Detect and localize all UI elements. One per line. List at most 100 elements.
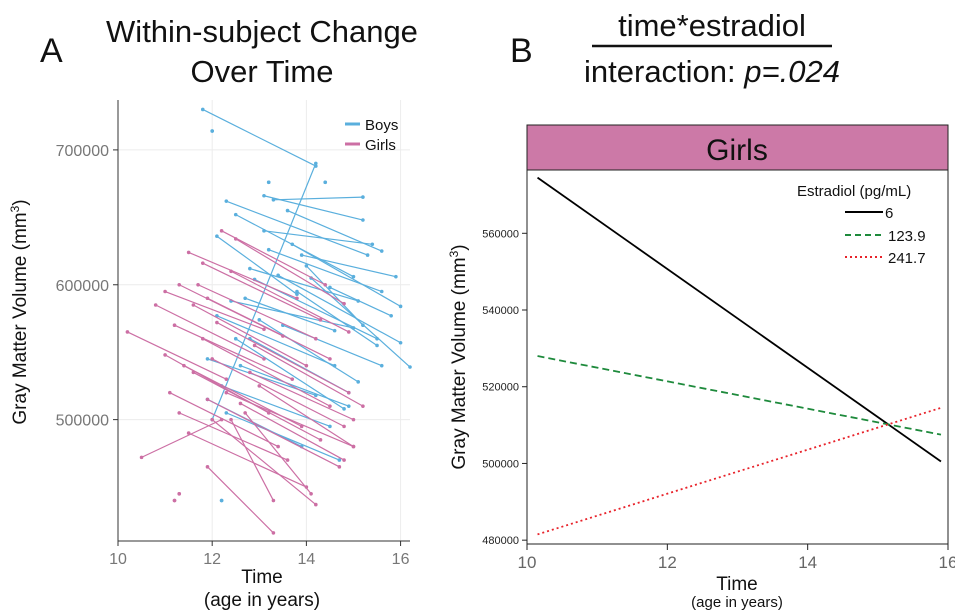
point-girls — [163, 289, 167, 294]
point-girls — [290, 377, 295, 381]
panel-a-title-line1: Within-subject Change — [106, 14, 418, 49]
point-girls — [252, 343, 257, 348]
segment-boys — [282, 324, 382, 367]
point-girls — [248, 370, 252, 375]
segment-girls — [230, 419, 274, 501]
legend-title: Estradiol (pg/mL) — [797, 183, 911, 200]
point-girls — [177, 411, 182, 415]
segment-girls — [127, 331, 227, 380]
line-estradiol-123-9 — [537, 355, 942, 436]
point-girls — [205, 296, 210, 301]
panel-b-plot-area — [526, 169, 949, 545]
segment-girls — [211, 419, 317, 506]
point-boys — [361, 195, 365, 199]
segment-boys — [277, 274, 401, 344]
segment-boys — [258, 319, 359, 383]
legend-e241-label: 241.7 — [888, 250, 926, 267]
point-girls — [304, 363, 309, 368]
panel-b-xtick-label: 12 — [658, 553, 677, 572]
point-girls — [215, 320, 219, 325]
point-girls — [182, 363, 186, 368]
panel-a-plot-area — [118, 100, 410, 540]
panel-b-xlabel-line1: Time — [716, 574, 758, 595]
point-girls — [191, 370, 196, 375]
point-boys — [346, 404, 351, 408]
point-girls — [271, 531, 276, 535]
point-girls — [210, 417, 214, 422]
segment-boys — [240, 365, 349, 407]
panel-b-ytick-label: 560000 — [482, 228, 519, 240]
point-boys — [370, 242, 375, 247]
segment-girls — [216, 321, 350, 394]
panel-a-xtick-label: 14 — [297, 551, 315, 568]
point-boys — [238, 363, 243, 368]
point-girls — [205, 465, 210, 469]
segment-girls — [244, 412, 312, 495]
panel-b-xtick-label: 14 — [798, 553, 817, 572]
point-boys — [337, 458, 342, 462]
point-girls — [342, 301, 346, 306]
point-girls — [205, 397, 210, 402]
point-boys — [398, 340, 403, 345]
point-girls — [186, 250, 191, 255]
segment-girls — [188, 432, 307, 488]
point-boys — [262, 193, 266, 198]
point-boys — [375, 343, 379, 348]
segment-girls — [226, 392, 354, 448]
point-boys — [219, 498, 224, 503]
segment-boys — [226, 200, 368, 256]
segment-girls — [188, 251, 298, 299]
point-girls — [337, 465, 342, 469]
point-girls — [346, 390, 351, 395]
segment-boys — [244, 297, 335, 332]
legend-girls-label: Girls — [365, 137, 396, 154]
point-girls — [229, 417, 233, 422]
point-boys — [224, 411, 229, 415]
point-boys — [342, 407, 346, 411]
point-girls — [262, 327, 266, 332]
segment-boys — [273, 196, 363, 201]
point-boys — [243, 296, 247, 301]
legend-e123-label: 123.9 — [888, 228, 926, 245]
point-girls — [342, 458, 346, 462]
point-boys — [351, 274, 356, 279]
point-girls — [168, 390, 172, 395]
point-girls — [196, 282, 200, 287]
panel-a-ytick-label: 500000 — [56, 413, 109, 430]
point-boys — [365, 253, 370, 257]
point-girls — [229, 269, 233, 274]
segment-girls — [197, 284, 317, 340]
panel-b-ylabel: Gray Matter Volume (mm3) — [447, 244, 470, 469]
point-girls — [314, 336, 318, 341]
point-boys — [361, 218, 365, 222]
point-boys — [205, 357, 210, 361]
panel-b-letter: B — [510, 32, 533, 70]
segment-girls — [164, 290, 265, 330]
point-boys — [276, 273, 280, 278]
panel-a-xtick-label: 10 — [109, 551, 127, 568]
point-boys — [379, 363, 384, 368]
point-girls — [238, 401, 243, 406]
panel-b-xtick-label: 16 — [939, 553, 955, 572]
panel-b-ytick-label: 520000 — [482, 382, 519, 394]
point-boys — [266, 180, 271, 185]
panel-b-title-line2: interaction: p=.024 — [584, 54, 840, 89]
point-girls — [318, 318, 323, 322]
point-girls — [257, 384, 262, 388]
point-boys — [233, 212, 238, 217]
panel-a-ticks: 10 12 14 16 500000 600000 700000 — [56, 143, 410, 568]
segment-girls — [254, 344, 364, 407]
point-girls — [285, 458, 290, 462]
point-girls — [177, 491, 182, 496]
segment-girls — [202, 262, 321, 321]
panel-b-ytick-label: 480000 — [482, 535, 519, 547]
point-boys — [356, 380, 360, 384]
panel-b-data — [537, 176, 942, 536]
point-girls — [125, 330, 130, 334]
point-girls — [219, 229, 224, 233]
point-boys — [271, 197, 276, 202]
point-boys — [389, 313, 393, 318]
panel-a-xlabel-line2: (age in years) — [204, 590, 320, 611]
segment-girls — [240, 402, 345, 461]
segment-girls — [230, 270, 350, 333]
